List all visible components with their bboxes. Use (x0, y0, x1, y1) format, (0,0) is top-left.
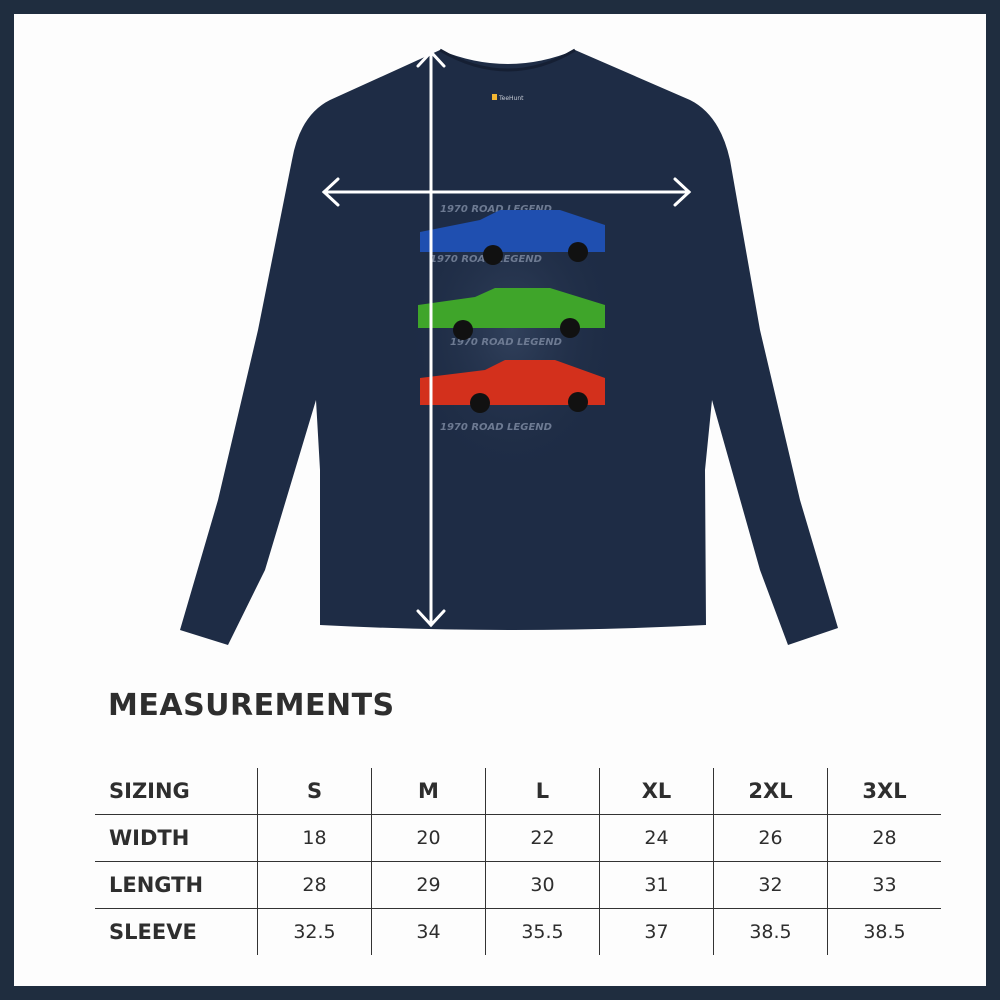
header-cell: S (257, 768, 372, 815)
table-cell: 34 (371, 908, 486, 955)
table-cell: 28 (257, 861, 372, 909)
car-green (418, 288, 605, 340)
car-blue (420, 210, 605, 265)
width-arrow (321, 177, 692, 207)
neck-label: TeeHunt (492, 94, 524, 102)
print-text: 1970 ROAD LEGEND (450, 337, 562, 348)
table-row-width: WIDTH 18 20 22 24 26 28 (95, 814, 941, 862)
header-cell: M (371, 768, 486, 815)
table-cell: 28 (827, 814, 941, 862)
row-label: WIDTH (95, 814, 258, 862)
table-cell: 24 (599, 814, 714, 862)
table-header-row: SIZING S M L XL 2XL 3XL (95, 768, 941, 815)
table-cell: 31 (599, 861, 714, 909)
table-cell: 18 (257, 814, 372, 862)
header-cell: L (485, 768, 600, 815)
table-cell: 32.5 (257, 908, 372, 955)
table-row-sleeve: SLEEVE 32.5 34 35.5 37 38.5 38.5 (95, 908, 941, 955)
svg-text:TeeHunt: TeeHunt (498, 95, 524, 102)
table-cell: 38.5 (827, 908, 941, 955)
header-cell: 2XL (713, 768, 828, 815)
table-cell: 32 (713, 861, 828, 909)
table-row-length: LENGTH 28 29 30 31 32 33 (95, 861, 941, 909)
print-text: 1970 ROAD LEGEND (440, 422, 552, 433)
table-cell: 30 (485, 861, 600, 909)
header-cell: 3XL (827, 768, 941, 815)
length-arrow (416, 49, 446, 628)
car-red (420, 360, 605, 413)
header-cell: SIZING (109, 779, 190, 803)
table-cell: 22 (485, 814, 600, 862)
row-label: SLEEVE (95, 908, 258, 955)
table-cell: 35.5 (485, 908, 600, 955)
table-cell: 20 (371, 814, 486, 862)
print-text: 1970 ROAD LEGEND (440, 204, 552, 215)
measurements-title: MEASUREMENTS (108, 688, 395, 723)
row-label: LENGTH (95, 861, 258, 909)
table-cell: 37 (599, 908, 714, 955)
size-chart-table: SIZING S M L XL 2XL 3XL WIDTH 18 20 22 2… (95, 768, 941, 955)
table-cell: 26 (713, 814, 828, 862)
table-cell: 29 (371, 861, 486, 909)
table-cell: 33 (827, 861, 941, 909)
table-cell: 38.5 (713, 908, 828, 955)
header-cell: XL (599, 768, 714, 815)
